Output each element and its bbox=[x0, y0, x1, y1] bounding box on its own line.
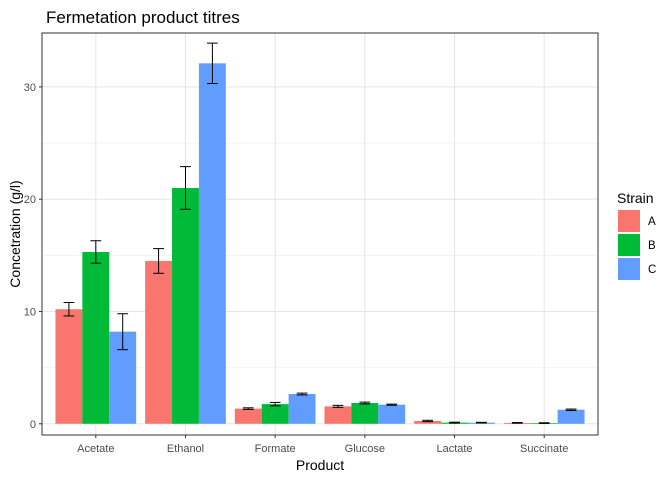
bar-succinate-c bbox=[557, 409, 585, 424]
bars bbox=[55, 63, 585, 424]
bar-lactate-a bbox=[414, 420, 442, 424]
x-tick-label-ethanol: Ethanol bbox=[167, 443, 204, 455]
bar-acetate-a bbox=[55, 309, 83, 424]
x-axis-title: Product bbox=[296, 457, 344, 473]
legend-key-a bbox=[618, 210, 640, 232]
bar-acetate-b bbox=[82, 251, 110, 424]
x-tick-label-acetate: Acetate bbox=[77, 443, 114, 455]
legend-key-c bbox=[618, 258, 640, 280]
y-tick-label: 20 bbox=[24, 194, 36, 206]
legend-items: ABC bbox=[618, 210, 656, 280]
y-tick-label: 10 bbox=[24, 306, 36, 318]
legend-title: Strain bbox=[617, 190, 654, 206]
legend-label-c: C bbox=[648, 264, 656, 276]
error-bars bbox=[63, 42, 577, 424]
y-axis-title: Concetration (g/l) bbox=[7, 180, 23, 287]
x-tick-label-formate: Formate bbox=[255, 443, 296, 455]
x-tick-label-succinate: Succinate bbox=[520, 443, 568, 455]
gridlines bbox=[42, 33, 598, 435]
bar-glucose-b bbox=[351, 402, 379, 424]
legend-key-b bbox=[618, 234, 640, 256]
y-axis: 0 10 20 30 bbox=[24, 82, 42, 431]
bar-formate-b bbox=[261, 404, 289, 424]
bar-glucose-a bbox=[324, 406, 352, 424]
legend: Strain ABC bbox=[617, 190, 656, 280]
plot-panel-border bbox=[41, 32, 599, 436]
y-tick-label: 0 bbox=[30, 419, 36, 431]
x-axis: Acetate Ethanol Formate Glucose Lactate Succi… bbox=[77, 435, 568, 455]
legend-label-b: B bbox=[648, 240, 656, 252]
bar-formate-a bbox=[234, 408, 262, 424]
y-tick-label: 30 bbox=[24, 82, 36, 94]
bar-ethanol-c bbox=[198, 63, 226, 424]
x-tick-label-lactate: Lactate bbox=[436, 443, 472, 455]
bar-formate-c bbox=[288, 394, 316, 424]
bar-glucose-c bbox=[378, 404, 406, 424]
chart-title: Fermetation product titres bbox=[46, 8, 240, 27]
bar-ethanol-a bbox=[145, 260, 173, 424]
x-tick-label-glucose: Glucose bbox=[345, 443, 385, 455]
bar-ethanol-b bbox=[172, 187, 199, 424]
legend-label-a: A bbox=[648, 216, 656, 228]
